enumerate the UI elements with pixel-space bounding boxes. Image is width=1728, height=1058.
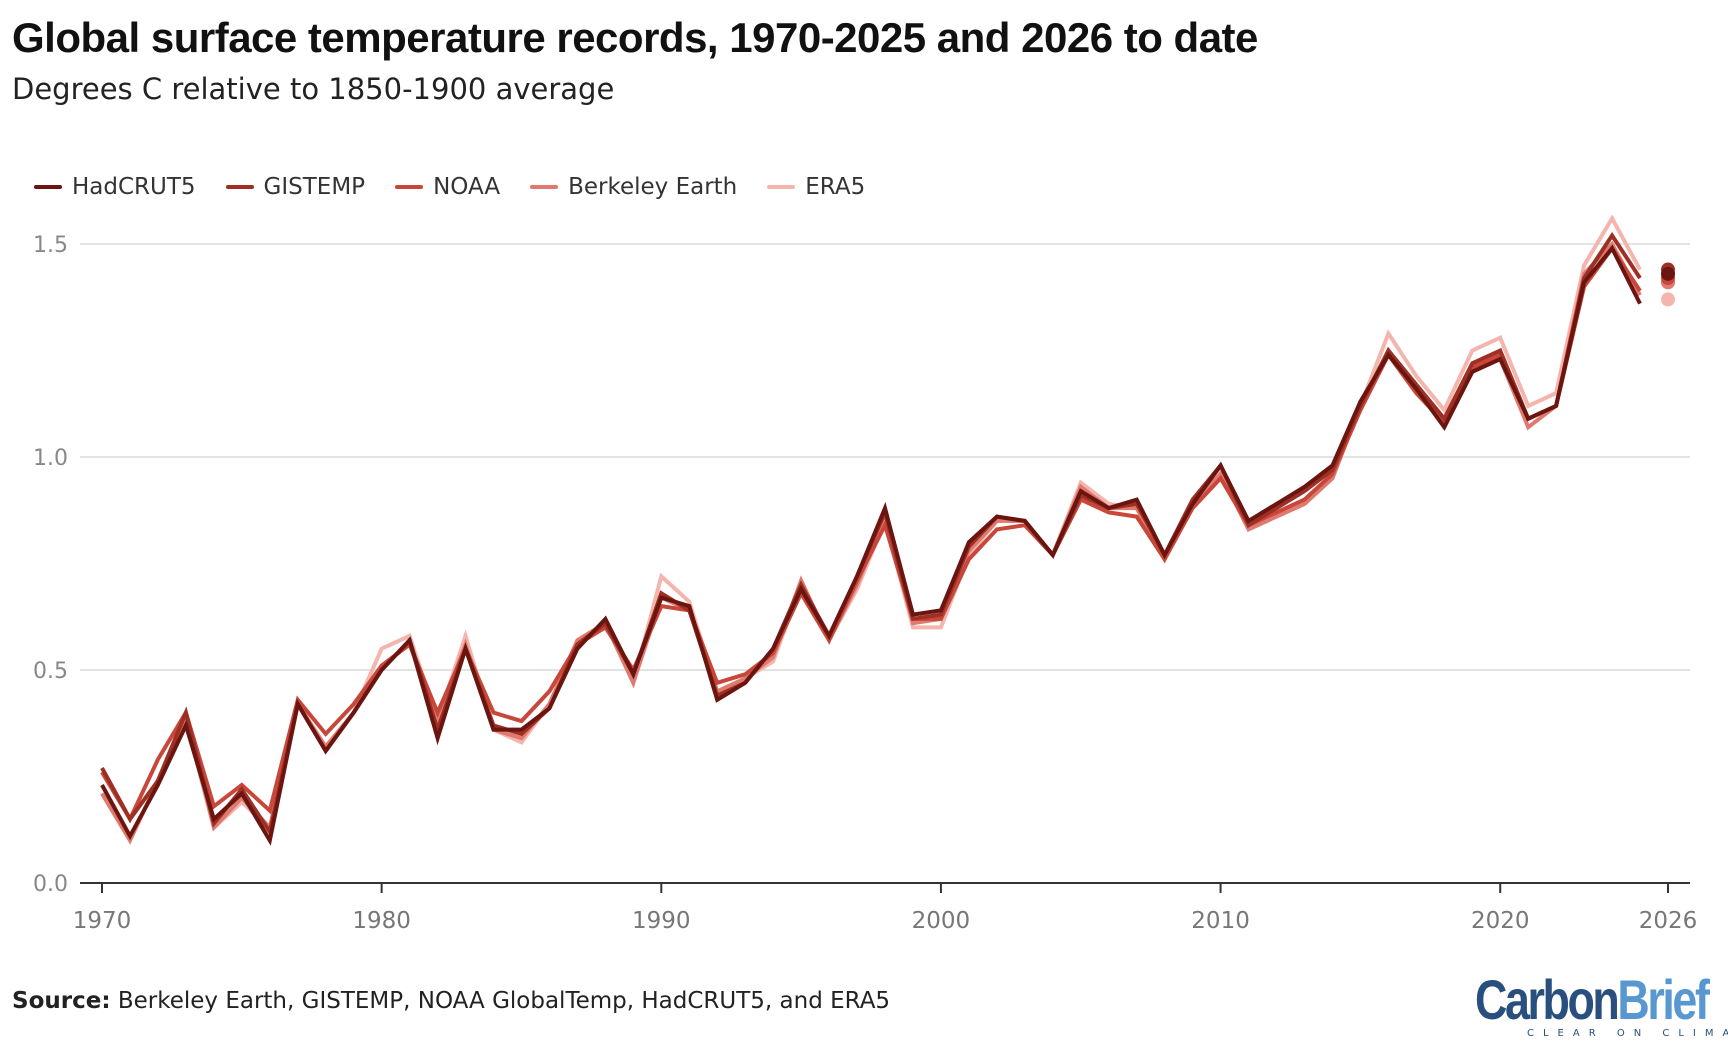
legend-swatch <box>225 185 254 189</box>
chart-subtitle: Degrees C relative to 1850-1900 average <box>12 72 615 106</box>
logo-tagline: CLEAR ON CLIMATE <box>1527 1028 1728 1039</box>
series-line-noaa <box>100 244 1642 824</box>
carbonbrief-logo: CarbonBrief CLEAR ON CLIMATE <box>1475 972 1728 1040</box>
x-tick-label: 2010 <box>1191 908 1250 934</box>
legend-item: GISTEMP <box>225 174 366 200</box>
legend-item: ERA5 <box>767 174 865 200</box>
legend-label: HadCRUT5 <box>72 174 196 200</box>
logo-text-light: Brief <box>1617 968 1709 1031</box>
legend-swatch <box>34 185 62 189</box>
legend-label: NOAA <box>433 174 501 200</box>
y-tick-label: 0.0 <box>33 872 68 897</box>
source-note: Source: Berkeley Earth, GISTEMP, NOAA Gl… <box>12 988 890 1014</box>
legend-item: NOAA <box>395 174 500 200</box>
x-tick-label: 2026 <box>1639 908 1698 934</box>
y-tick-label: 0.5 <box>33 659 68 684</box>
y-tick-label: 1.0 <box>33 446 68 471</box>
series-line-hadcrut5 <box>100 244 1642 846</box>
legend-swatch <box>767 185 796 189</box>
point-2026-era5 <box>1661 292 1675 307</box>
logo-text-dark: Carbon <box>1475 968 1620 1031</box>
x-tick-label: 2000 <box>912 908 971 934</box>
legend-swatch <box>530 185 559 189</box>
chart-title: Global surface temperature records, 1970… <box>12 14 1258 61</box>
x-tick-label: 1970 <box>73 908 132 934</box>
x-tick-label: 2020 <box>1471 908 1530 934</box>
y-tick-label: 1.5 <box>33 233 68 258</box>
x-tick-label: 1990 <box>632 908 691 934</box>
line-chart: 0.0 0.5 1.0 1.5 1970 1980 1990 2000 2010 2020 2026 <box>33 214 1698 934</box>
legend-label: GISTEMP <box>263 174 366 200</box>
point-2026-hadcrut5 <box>1661 266 1675 281</box>
legend-item: HadCRUT5 <box>34 174 196 200</box>
legend-label: ERA5 <box>805 174 866 200</box>
source-label: Source: <box>12 988 111 1014</box>
legend-label: Berkeley Earth <box>568 174 738 200</box>
legend: HadCRUT5 GISTEMP NOAA Berkeley Earth ERA5 <box>34 174 865 200</box>
legend-item: Berkeley Earth <box>530 174 737 200</box>
series-line-era5 <box>100 214 1642 845</box>
x-tick-label: 1980 <box>352 908 411 934</box>
source-text: Berkeley Earth, GISTEMP, NOAA GlobalTemp… <box>110 988 891 1014</box>
legend-swatch <box>395 185 424 189</box>
